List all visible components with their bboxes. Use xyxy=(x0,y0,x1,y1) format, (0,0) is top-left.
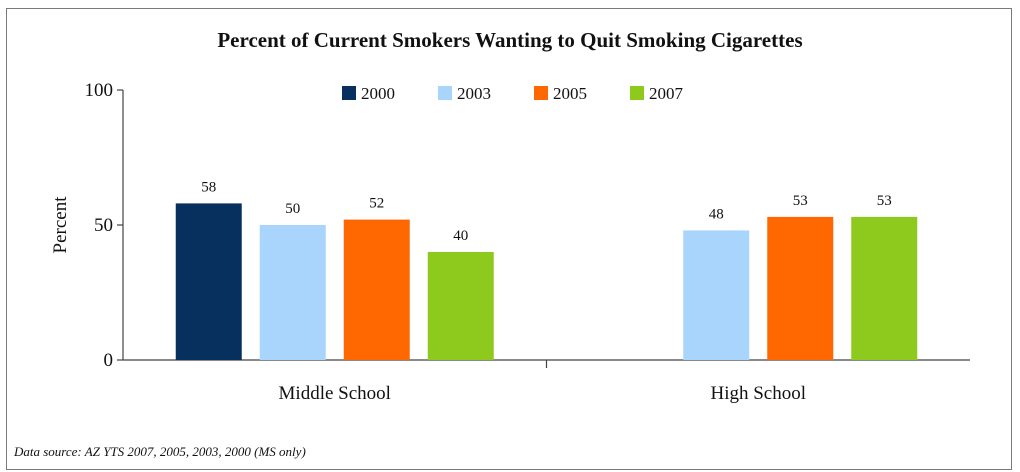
legend-entry: 2003 xyxy=(457,84,491,103)
data-label: 50 xyxy=(285,201,300,217)
legend-entry: 2005 xyxy=(553,84,587,103)
bar xyxy=(683,230,750,360)
x-category-label: Middle School xyxy=(279,383,391,404)
bar xyxy=(427,252,494,360)
data-label: 48 xyxy=(709,206,724,222)
y-tick-label: 0 xyxy=(104,350,114,371)
data-labels: 58 50 52 40 48 53 53 xyxy=(201,179,892,244)
legend-swatch xyxy=(534,86,548,100)
legend-swatch xyxy=(438,86,452,100)
bar xyxy=(343,219,410,360)
data-label: 53 xyxy=(877,193,892,209)
y-axis-label: Percent xyxy=(50,196,71,254)
data-label: 40 xyxy=(453,228,468,244)
bars xyxy=(175,203,918,360)
data-label: 52 xyxy=(369,196,384,212)
data-label: 58 xyxy=(201,179,216,195)
bar xyxy=(175,203,242,360)
bar xyxy=(259,225,326,360)
data-label: 53 xyxy=(793,193,808,209)
chart-title: Percent of Current Smokers Wanting to Qu… xyxy=(217,28,803,52)
y-tick-label: 50 xyxy=(94,215,113,236)
legend: 2000 2003 2005 2007 xyxy=(342,84,684,103)
bar xyxy=(851,216,918,360)
legend-entry: 2000 xyxy=(361,84,395,103)
legend-entry: 2007 xyxy=(649,84,684,103)
x-category-label: High School xyxy=(710,383,806,404)
legend-swatch xyxy=(342,86,356,100)
chart-frame xyxy=(6,8,1012,470)
bar xyxy=(767,216,834,360)
legend-swatch xyxy=(630,86,644,100)
data-source-note: Data source: AZ YTS 2007, 2005, 2003, 20… xyxy=(14,444,306,459)
y-tick-label: 100 xyxy=(85,80,114,101)
